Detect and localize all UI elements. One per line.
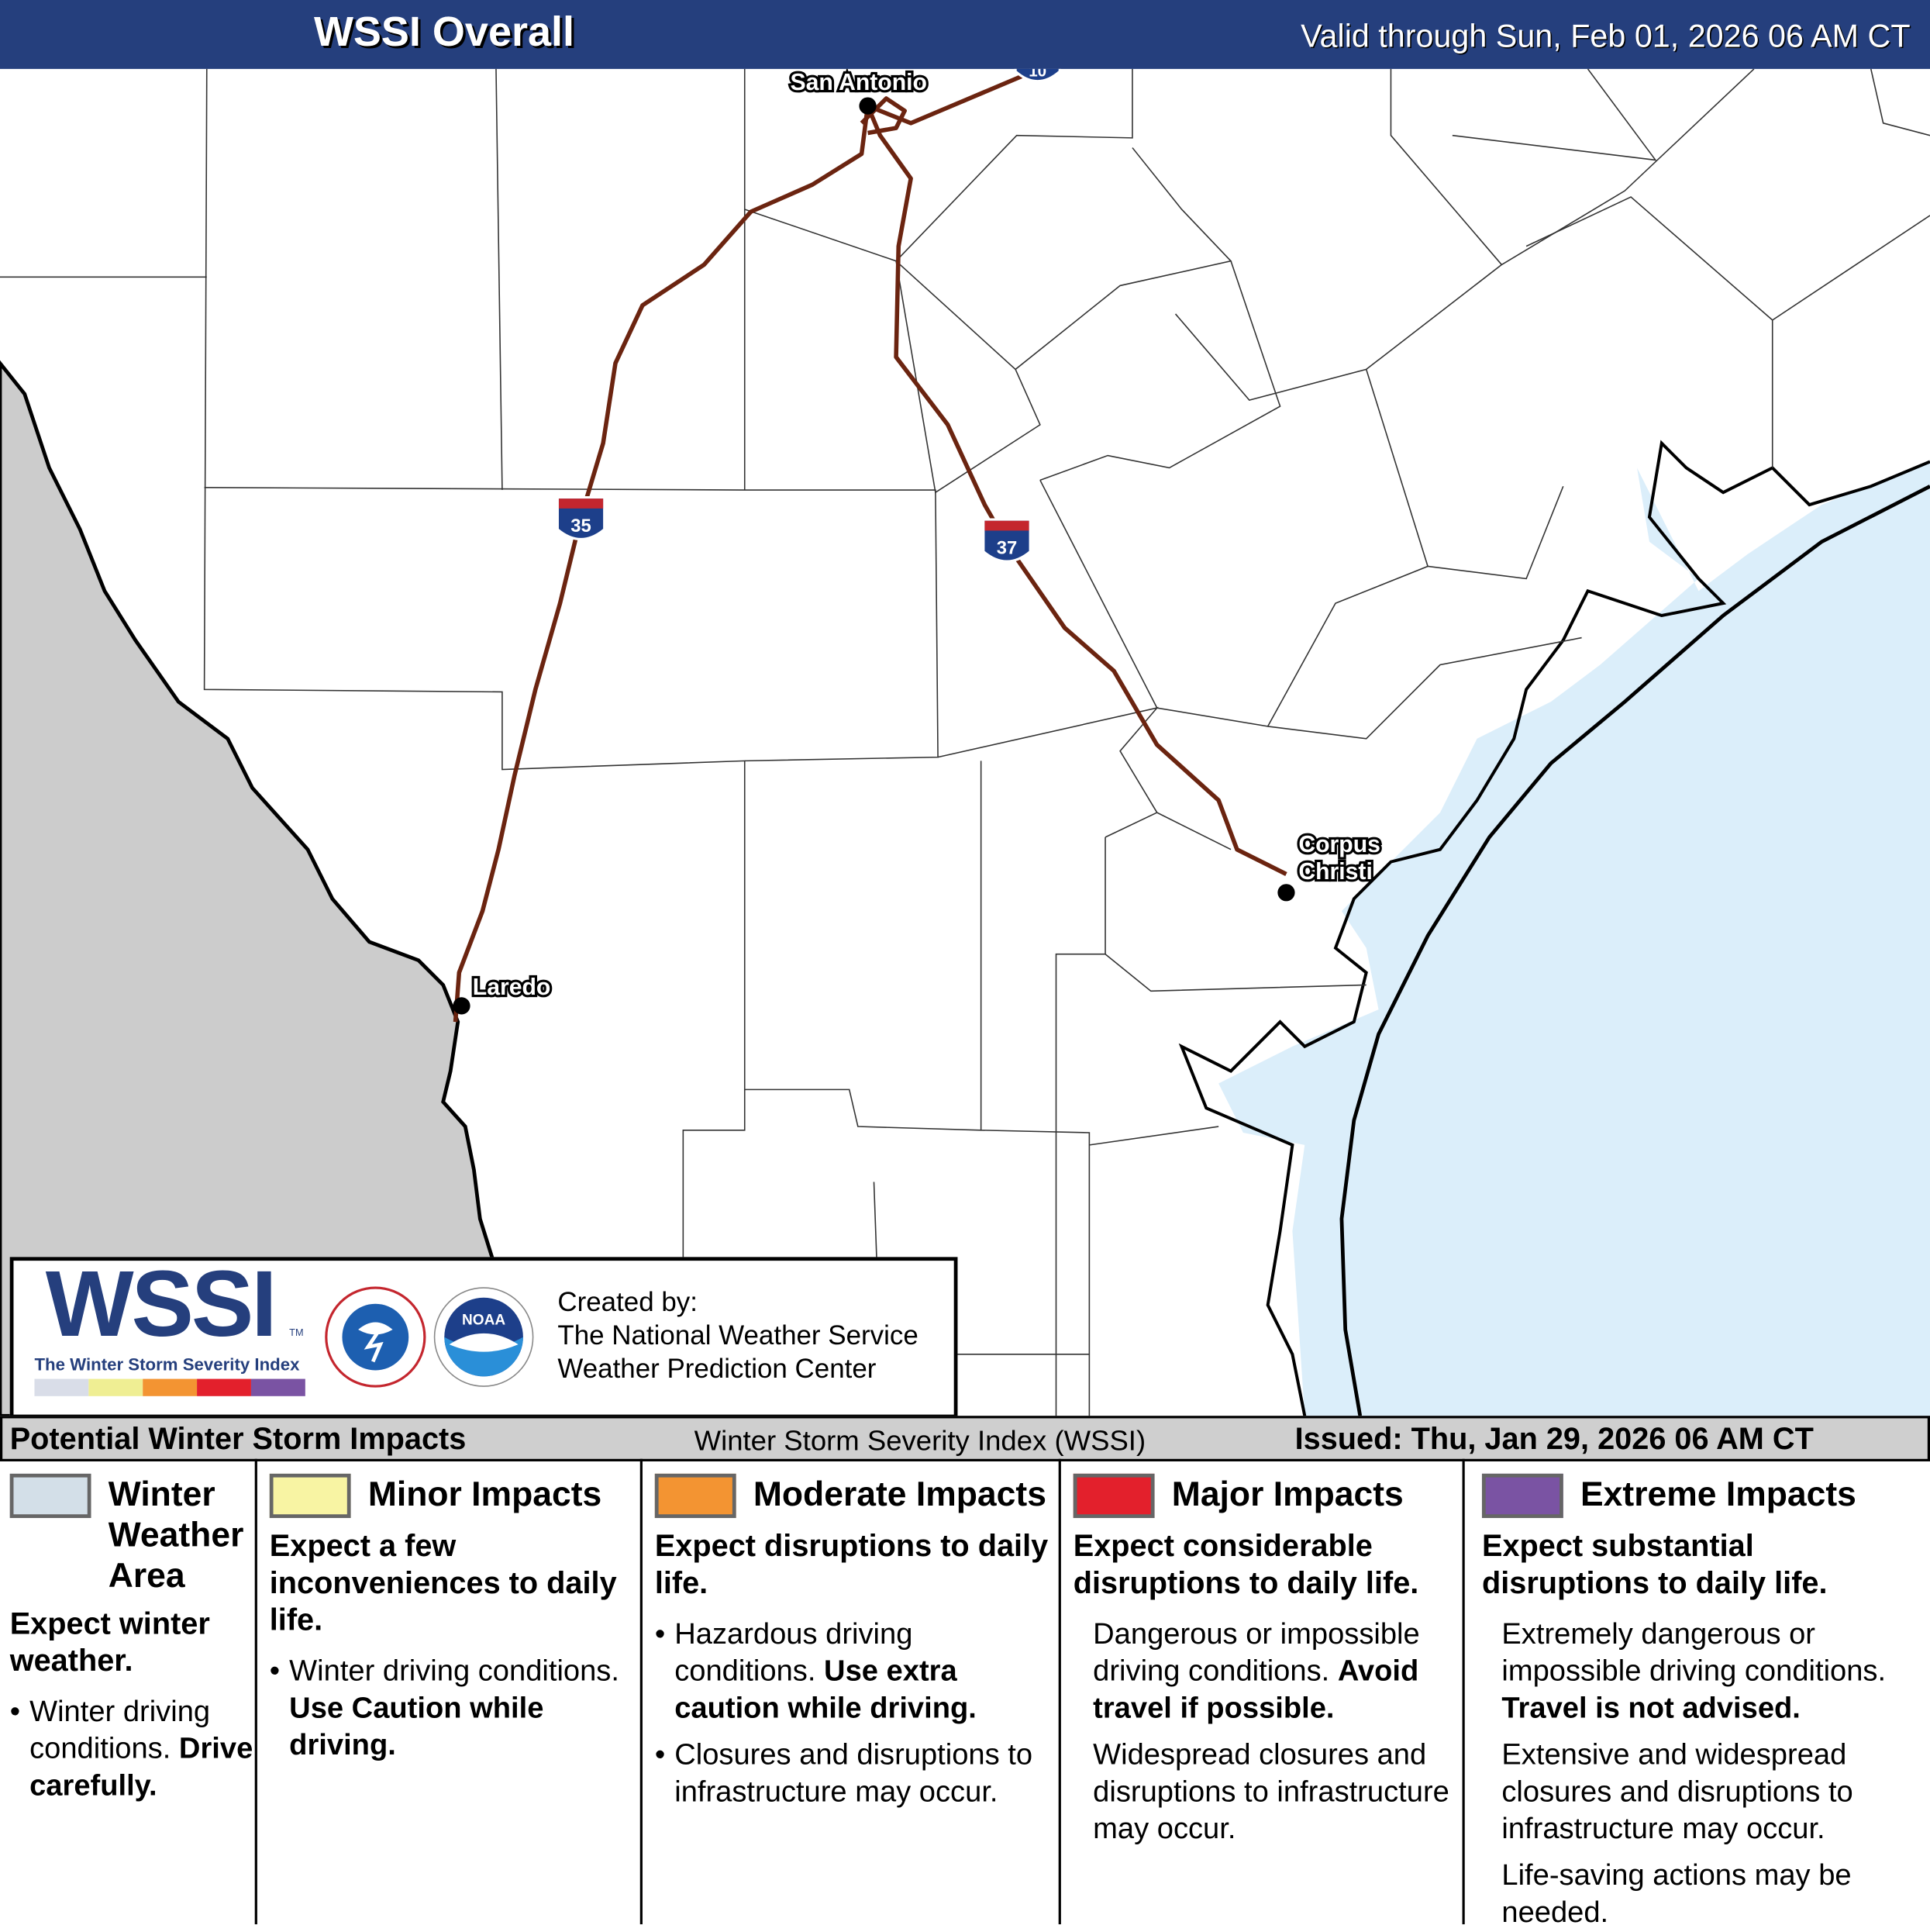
legend-head: Minor Impacts xyxy=(269,1473,638,1519)
bullet-text: Winter driving conditions. xyxy=(29,1695,211,1766)
highway-shield-35: 35 xyxy=(556,495,606,540)
bar-extreme xyxy=(250,1378,305,1396)
highway-shield-10: 10 xyxy=(1014,68,1061,83)
legend-head: Extreme Impacts xyxy=(1481,1473,1925,1519)
bullet-text: Hazardous driving conditions. xyxy=(674,1617,913,1689)
legend-text-2: Extensive and widespread closures and di… xyxy=(1501,1738,1853,1846)
highway-shield-37: 37 xyxy=(982,518,1032,563)
bar-minor xyxy=(88,1378,143,1396)
legend-moderate: Moderate Impacts Expect disruptions to d… xyxy=(639,1458,1059,1925)
swatch-extreme xyxy=(1481,1473,1563,1519)
bullet-text: Winter driving conditions. xyxy=(289,1654,619,1689)
legend-minor: Minor Impacts Expect a few inconvenience… xyxy=(254,1458,640,1925)
legend-title: Moderate Impacts xyxy=(753,1475,1046,1513)
city-dot-san-antonio xyxy=(859,97,877,115)
legend-title: Extreme Impacts xyxy=(1580,1475,1856,1513)
logo-box: WSSI TM The Winter Storm Severity Index … xyxy=(9,1252,958,1419)
shield-label: 37 xyxy=(997,538,1018,559)
created-line-1: Created by: xyxy=(557,1286,698,1318)
bar-winter xyxy=(34,1378,89,1396)
legend-summary: Expect winter weather. xyxy=(9,1606,210,1678)
bar-major xyxy=(197,1378,251,1396)
legend-head: Major Impacts xyxy=(1073,1473,1457,1519)
legend-major: Major Impacts Expect considerable disrup… xyxy=(1058,1458,1463,1925)
legend-bullet-2: Closures and disruptions to infrastructu… xyxy=(655,1737,1051,1811)
valid-time: Valid through Sun, Feb 01, 2026 06 AM CT xyxy=(1301,17,1911,54)
city-label-laredo: Laredo xyxy=(473,975,551,1000)
map[interactable]: 35 37 10 San Antonio Corpus Christi Lare… xyxy=(0,68,1930,1416)
legend-title: Winter Weather Area xyxy=(108,1475,244,1595)
text-bold: Avoid travel if possible. xyxy=(1093,1654,1419,1725)
bullet-bold: Drive carefully. xyxy=(29,1732,253,1803)
loop-410 xyxy=(860,96,907,136)
created-line-2: The National Weather Service xyxy=(557,1320,918,1351)
swatch-major xyxy=(1073,1473,1155,1519)
strip-left: Potential Winter Storm Impacts xyxy=(9,1422,467,1457)
severity-color-bar xyxy=(34,1378,305,1396)
noaa-logo-icon: NOAA xyxy=(433,1287,534,1387)
legend-bullet: Winter driving conditions. Drive careful… xyxy=(10,1694,253,1805)
shield-label: 35 xyxy=(570,516,591,536)
swatch-minor xyxy=(269,1473,351,1519)
mexico xyxy=(0,360,495,1416)
noaa-text: NOAA xyxy=(462,1313,505,1329)
legend-extreme: Extreme Impacts Expect substantial disru… xyxy=(1462,1458,1930,1929)
legend-title-strip: Potential Winter Storm Impacts Winter St… xyxy=(0,1416,1930,1461)
interstate-35 xyxy=(453,105,870,1023)
legend-summary: Expect disruptions to daily life. xyxy=(654,1529,1049,1601)
bullet-bold: Use Caution while driving. xyxy=(289,1691,544,1762)
text-bold: Travel is not advised. xyxy=(1501,1691,1801,1725)
trademark: TM xyxy=(289,1327,304,1339)
legend-bullet: Hazardous driving conditions. Use extra … xyxy=(655,1616,1051,1727)
city-label-san-antonio: San Antonio xyxy=(791,70,927,95)
legend-head: Moderate Impacts xyxy=(654,1473,1051,1519)
gulf-water xyxy=(1218,461,1930,1416)
map-title: WSSI Overall xyxy=(313,9,575,56)
text: Extremely dangerous or impossible drivin… xyxy=(1501,1617,1887,1689)
created-line-3: Weather Prediction Center xyxy=(557,1353,877,1384)
legend-summary: Expect substantial disruptions to daily … xyxy=(1481,1529,1828,1601)
strip-center: Winter Storm Severity Index (WSSI) xyxy=(694,1424,1146,1457)
wssi-tagline: The Winter Storm Severity Index xyxy=(34,1354,300,1375)
swatch-winter xyxy=(9,1473,91,1519)
bullet-bold: Use extra caution while driving. xyxy=(674,1654,977,1725)
legend-summary: Expect a few inconveniences to daily lif… xyxy=(269,1529,617,1638)
interstate-10 xyxy=(867,74,1023,126)
county-lines xyxy=(0,68,1930,1416)
shield-label: 10 xyxy=(1029,69,1046,81)
nws-logo-icon xyxy=(325,1286,426,1388)
header: WSSI Overall Valid through Sun, Feb 01, … xyxy=(0,0,1930,69)
city-dot-corpus-christi xyxy=(1277,884,1295,902)
legend-summary: Expect considerable disruptions to daily… xyxy=(1073,1529,1419,1601)
city-label-corpus: Corpus xyxy=(1298,832,1380,857)
bay-shoreline xyxy=(1178,440,1930,1416)
text: Dangerous or impossible driving conditio… xyxy=(1093,1617,1420,1689)
coastline xyxy=(1339,485,1930,1416)
city-dot-laredo xyxy=(453,997,470,1015)
bar-moderate xyxy=(143,1378,198,1396)
legend-winter: Winter Weather Area Expect winter weathe… xyxy=(9,1459,253,1924)
legend-title: Minor Impacts xyxy=(367,1475,602,1513)
legend-bullet: Winter driving conditions. Use Caution w… xyxy=(270,1654,638,1765)
created-by: Created by: The National Weather Service… xyxy=(557,1285,918,1385)
legend-text-1: Dangerous or impossible driving conditio… xyxy=(1074,1616,1457,1727)
legend-text-3: Life-saving actions may be needed. xyxy=(1501,1858,1852,1930)
swatch-moderate xyxy=(654,1473,736,1519)
legend-text-2: Widespread closures and disruptions to i… xyxy=(1093,1738,1449,1846)
issued-time: Issued: Thu, Jan 29, 2026 06 AM CT xyxy=(1294,1422,1814,1457)
impact-legend: Winter Weather Area Expect winter weathe… xyxy=(0,1458,1930,1930)
legend-text-1: Extremely dangerous or impossible drivin… xyxy=(1482,1616,1925,1727)
city-label-christi: Christi xyxy=(1298,859,1373,885)
legend-title: Major Impacts xyxy=(1171,1475,1404,1513)
legend-head: Winter Weather Area xyxy=(9,1473,253,1596)
wssi-logo: WSSI xyxy=(45,1252,277,1357)
